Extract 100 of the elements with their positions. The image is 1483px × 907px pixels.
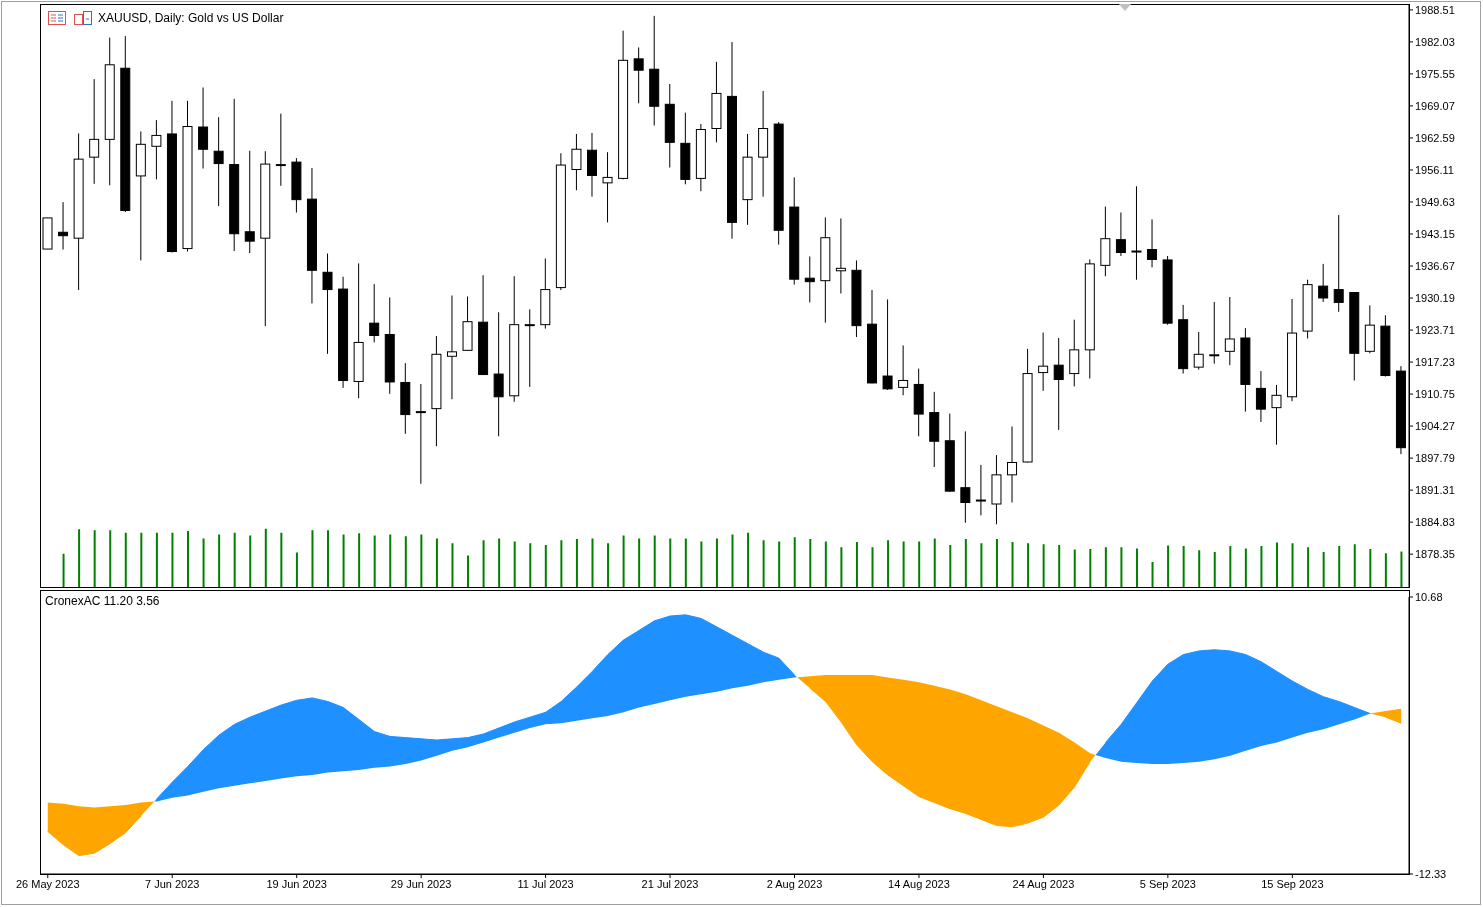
bar: [669, 538, 672, 587]
x-tick-label: 2 Aug 2023: [766, 877, 823, 890]
bar: [1042, 544, 1045, 587]
bar: [1198, 550, 1201, 587]
bar: [1322, 551, 1325, 587]
bar: [498, 538, 501, 587]
candlestick: [1193, 331, 1204, 371]
bar: [373, 535, 376, 587]
bar: [109, 530, 112, 587]
bar: [1104, 547, 1107, 587]
bar: [1338, 546, 1341, 587]
bar: [824, 541, 827, 587]
bar: [995, 539, 998, 587]
bar: [949, 544, 952, 587]
candlestick: [898, 344, 909, 396]
bar: [155, 532, 158, 587]
candlestick: [975, 464, 986, 516]
bar: [1229, 546, 1232, 587]
bar: [140, 532, 143, 587]
candlestick: [960, 430, 971, 524]
bar: [124, 532, 127, 587]
candlestick: [244, 150, 255, 254]
candlestick: [1007, 425, 1018, 504]
candlestick: [1255, 370, 1266, 423]
y-tick-label: 1988.51: [1415, 3, 1455, 16]
bar: [700, 541, 703, 587]
candlestick: [633, 46, 644, 104]
x-tick-label: 26 May 2023: [15, 877, 80, 890]
bar: [420, 534, 423, 587]
bar: [622, 535, 625, 587]
bar: [762, 540, 765, 587]
y-tick-label: 1969.07: [1415, 99, 1455, 112]
candlestick: [151, 119, 162, 180]
y-tick-label: 10.68: [1415, 590, 1443, 603]
bar: [560, 540, 563, 587]
bar: [1073, 549, 1076, 587]
candlestick: [1333, 214, 1344, 313]
x-tick-label: 15 Sep 2023: [1261, 877, 1324, 890]
bar: [233, 532, 236, 587]
candlestick: [58, 201, 69, 251]
candlestick: [493, 311, 504, 437]
bar: [1011, 542, 1014, 587]
bar: [1027, 543, 1030, 587]
candlestick: [1053, 337, 1064, 431]
bar: [482, 540, 485, 587]
bar: [1089, 549, 1092, 587]
bar: [964, 539, 967, 587]
bar: [1120, 547, 1123, 587]
bar: [435, 538, 438, 587]
bar: [544, 544, 547, 587]
x-tick-label: 5 Sep 2023: [1139, 877, 1197, 890]
y-tick-label: 1949.63: [1415, 195, 1455, 208]
bar: [809, 539, 812, 587]
x-tick-label: 11 Jul 2023: [517, 877, 574, 890]
y-tick-label: 1962.59: [1415, 131, 1455, 144]
x-tick-label: 14 Aug 2023: [888, 877, 950, 890]
bar: [218, 534, 221, 587]
bar: [1151, 561, 1154, 587]
candlestick: [1115, 212, 1126, 257]
bar: [451, 543, 454, 587]
bar: [871, 547, 874, 587]
candlestick: [1271, 384, 1282, 446]
candlestick: [1318, 263, 1329, 303]
bar: [358, 533, 361, 587]
bar: [902, 541, 905, 587]
y-tick-label: 1884.83: [1415, 516, 1455, 529]
candlestick: [198, 87, 209, 170]
bar: [1244, 548, 1247, 587]
bar: [918, 541, 921, 587]
y-tick-label: 1975.55: [1415, 67, 1455, 80]
bar: [1307, 547, 1310, 587]
candlestick: [1069, 319, 1080, 387]
candlestick: [602, 151, 613, 223]
x-tick-label: 29 Jun 2023: [390, 877, 452, 890]
y-tick-label: 1878.35: [1415, 548, 1455, 561]
bar: [249, 535, 252, 587]
candlestick: [804, 255, 815, 303]
bar: [1058, 544, 1061, 587]
bar: [638, 538, 641, 587]
bar: [280, 532, 283, 587]
bar: [404, 536, 407, 587]
bar: [1275, 542, 1278, 587]
candlestick: [89, 78, 100, 185]
candlestick: [524, 308, 535, 388]
y-tick-label: 1930.19: [1415, 291, 1455, 304]
bar: [715, 538, 718, 587]
bar: [93, 530, 96, 587]
y-tick-label: 1917.23: [1415, 355, 1455, 368]
y-tick-label: 1891.31: [1415, 484, 1455, 497]
bar: [980, 543, 983, 587]
bar: [1291, 543, 1294, 587]
bar: [1369, 549, 1372, 587]
bar: [887, 540, 890, 587]
bar: [684, 538, 687, 587]
candlestick: [415, 383, 426, 485]
bar: [187, 530, 190, 587]
y-tick-label: 1943.15: [1415, 227, 1455, 240]
bar: [607, 543, 610, 587]
bar: [311, 530, 314, 587]
y-tick-label: 1897.79: [1415, 452, 1455, 464]
